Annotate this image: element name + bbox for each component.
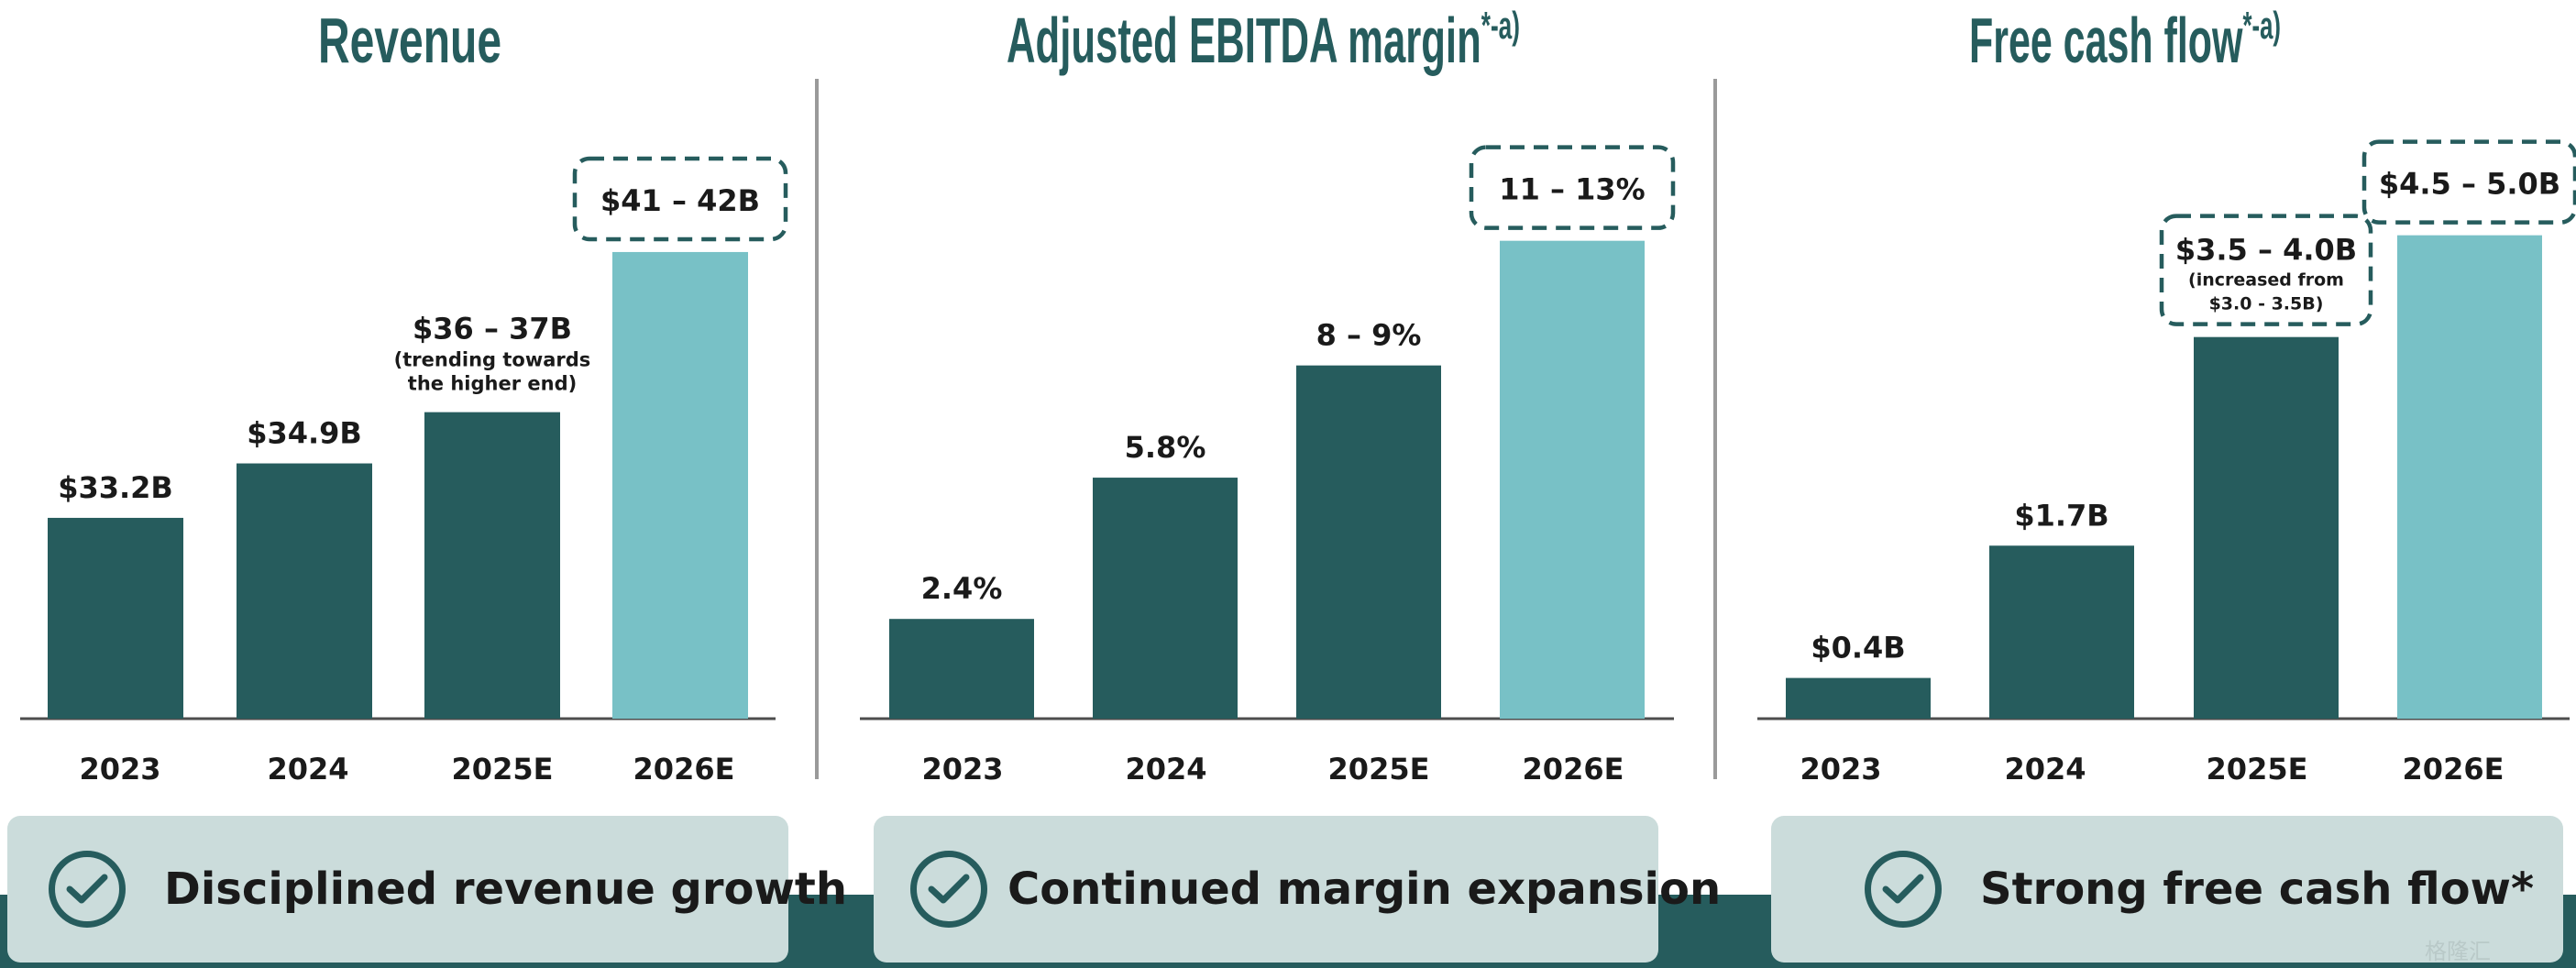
estimate-callout-box — [2361, 139, 2576, 225]
data-sublabel: $3.0 - 3.5B) — [2209, 294, 2324, 314]
data-sublabel: (trending towards — [394, 349, 591, 371]
data-label: $3.5 – 4.0B — [2175, 233, 2357, 268]
tick-label: 2025E — [2207, 752, 2308, 786]
data-label: 8 – 9% — [1316, 318, 1422, 353]
takeaway-card-fcf: Strong free cash flow* — [1771, 816, 2563, 962]
takeaway-label: Continued margin expansion — [1007, 864, 1722, 915]
tick-label: 2023 — [921, 752, 1003, 786]
tick-label: 2026E — [1523, 752, 1624, 786]
bar-2023 — [48, 517, 183, 719]
panel-divider-2 — [1713, 79, 1717, 779]
chart-title-text: Adjusted EBITDA margin — [1007, 5, 1481, 76]
data-sublabel: the higher end) — [408, 373, 577, 395]
bar-2025e — [2194, 336, 2339, 719]
check-circle-icon — [910, 851, 987, 928]
chart-title: Adjusted EBITDA margin*-a) — [1007, 4, 1520, 76]
estimate-callout-box — [2159, 214, 2373, 326]
takeaway-label: Strong free cash flow* — [1980, 864, 2535, 915]
tick-label: 2025E — [1328, 752, 1430, 786]
tick-label: 2026E — [2403, 752, 2504, 786]
bar-2026e — [2397, 235, 2542, 719]
panel-divider-1 — [815, 79, 819, 779]
data-label: $33.2B — [58, 470, 173, 505]
bar-2025e — [424, 412, 560, 719]
check-circle-icon — [49, 851, 126, 928]
data-label: $1.7B — [2014, 498, 2108, 533]
chart-title: Free cash flow*-a) — [1969, 4, 2281, 76]
data-label: $41 – 42B — [600, 183, 760, 218]
data-label: $4.5 – 5.0B — [2379, 167, 2560, 202]
tick-label: 2024 — [267, 752, 348, 786]
data-label: 5.8% — [1125, 430, 1206, 465]
estimate-callout-box — [572, 156, 788, 242]
tick-label: 2025E — [452, 752, 554, 786]
data-label: 2.4% — [921, 571, 1003, 606]
bar-2024 — [1989, 545, 2134, 719]
tick-label: 2023 — [79, 752, 160, 786]
watermark: 格隆汇 — [2425, 939, 2491, 964]
tick-label: 2023 — [1800, 752, 1881, 786]
bar-2023 — [1786, 677, 1931, 719]
chart-title-footnote: *-a) — [1481, 4, 1520, 47]
bar-2026e — [612, 251, 748, 719]
tick-label: 2024 — [1125, 752, 1206, 786]
data-label: $36 – 37B — [413, 312, 572, 346]
data-sublabel: (increased from — [2188, 270, 2344, 291]
chart-title-footnote: *-a) — [2242, 4, 2281, 47]
chart-title-text: Revenue — [318, 5, 501, 76]
tick-label: 2024 — [2004, 752, 2086, 786]
chart-title-text: Free cash flow — [1969, 5, 2243, 76]
data-label: $34.9B — [247, 416, 362, 451]
takeaway-label: Disciplined revenue growth — [164, 864, 847, 915]
chart-title: Revenue — [318, 5, 501, 76]
bar-2024 — [237, 463, 372, 719]
takeaway-card-revenue: Disciplined revenue growth — [7, 816, 847, 962]
data-label: 11 – 13% — [1499, 172, 1645, 207]
bar-2026e — [1500, 240, 1645, 720]
tick-label: 2026E — [633, 752, 735, 786]
check-circle-icon — [1865, 851, 1942, 928]
data-label: $0.4B — [1811, 631, 1905, 666]
estimate-callout-box — [1469, 145, 1676, 230]
bar-2024 — [1093, 478, 1238, 719]
bar-2025e — [1296, 365, 1441, 719]
takeaway-card-margin: Continued margin expansion — [874, 816, 1721, 962]
bar-2023 — [889, 619, 1034, 719]
